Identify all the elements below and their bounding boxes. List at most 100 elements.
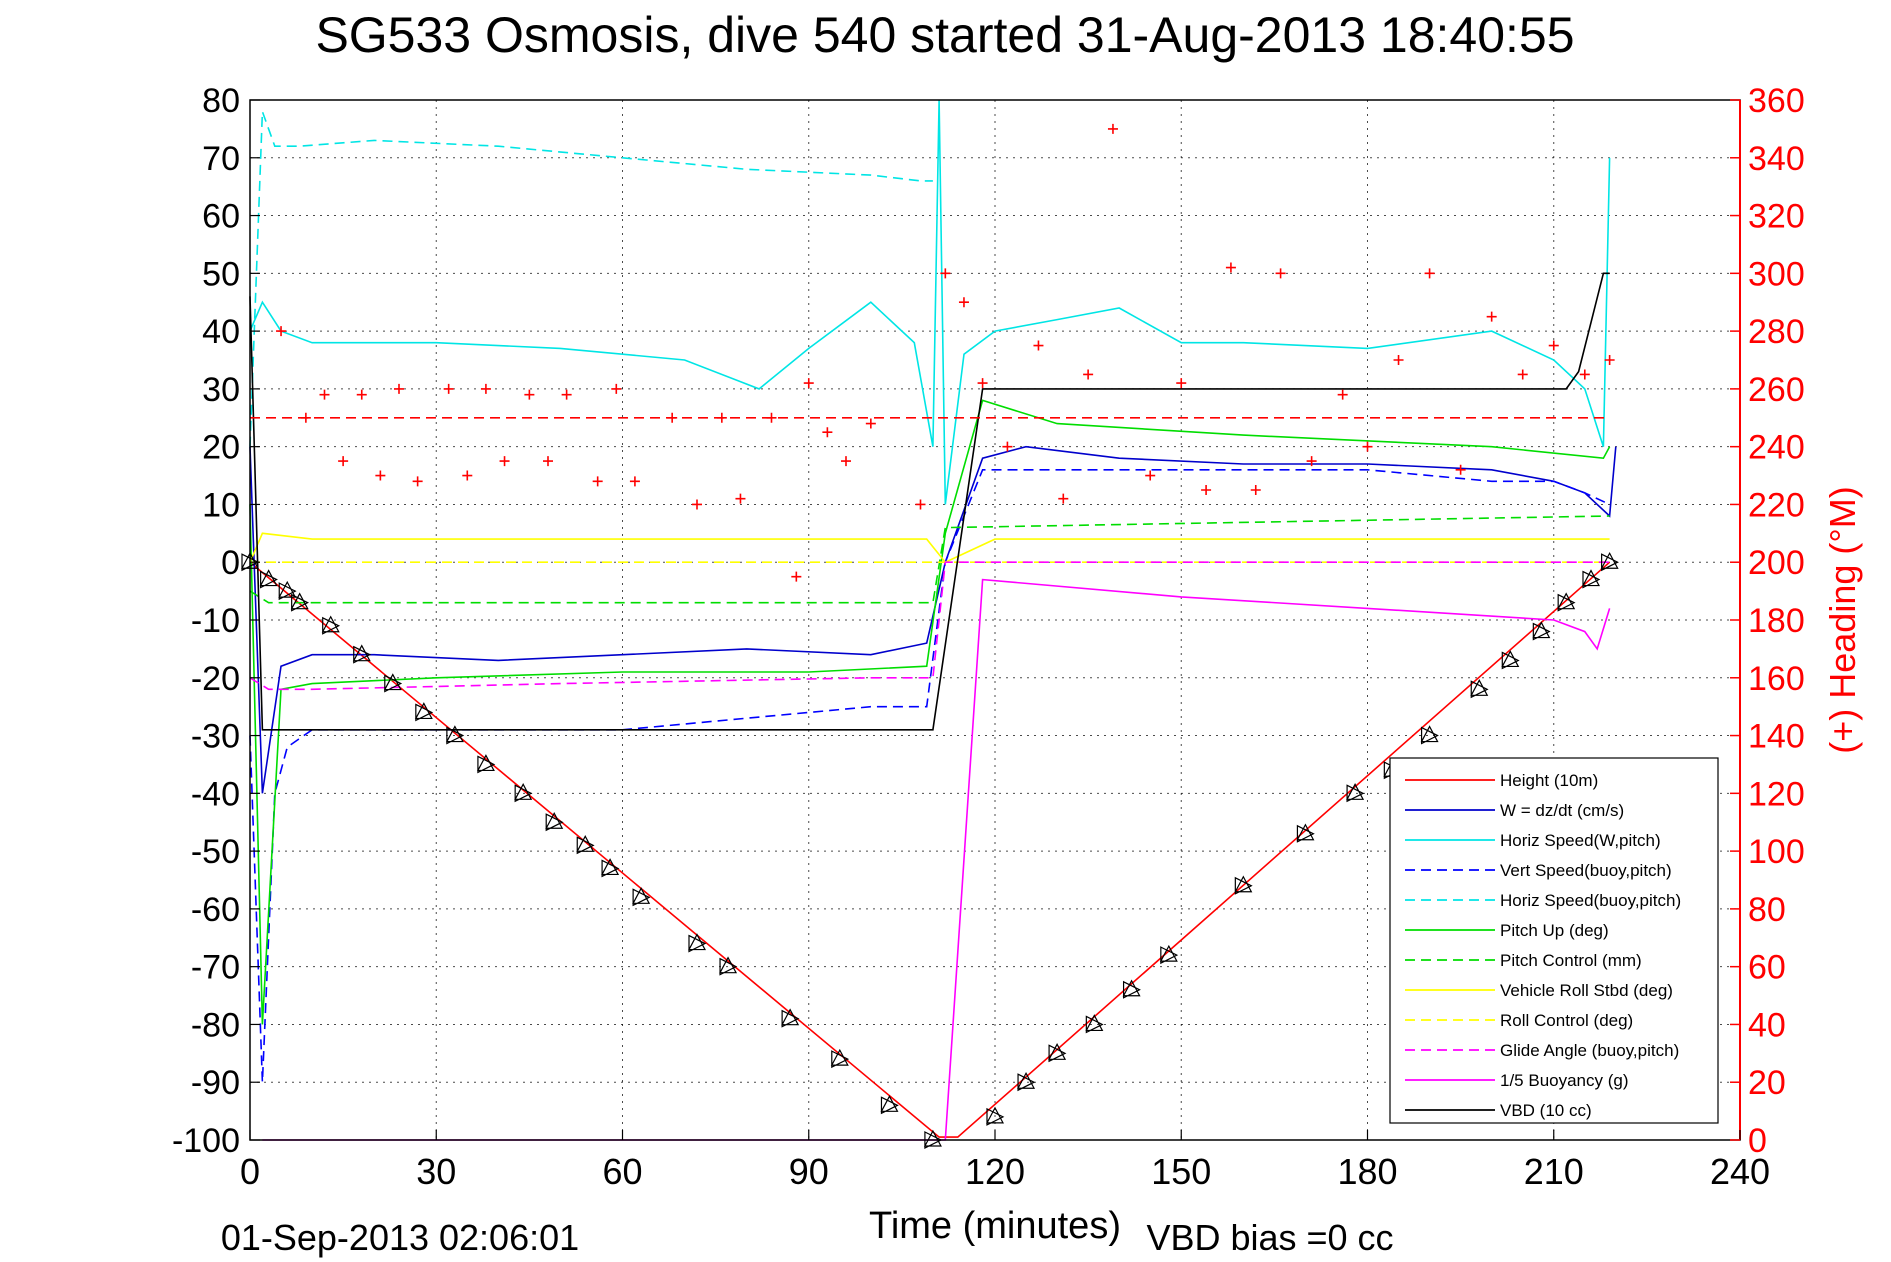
dive-marker — [986, 1106, 1005, 1126]
heading-point — [1548, 340, 1559, 351]
heading-point — [1083, 369, 1094, 380]
heading-point — [1145, 470, 1156, 481]
dive-marker — [601, 858, 620, 878]
y2-tick-label: 300 — [1748, 255, 1805, 293]
x-tick-label: 30 — [416, 1151, 456, 1192]
heading-point — [1424, 268, 1435, 279]
dive-marker — [688, 933, 707, 953]
dive-marker — [383, 673, 403, 693]
y-tick-label: -50 — [191, 833, 240, 871]
y-tick-label: 40 — [202, 313, 240, 351]
y2-tick-label: 160 — [1748, 660, 1805, 698]
markers-group — [241, 123, 1619, 1149]
dive-marker — [576, 835, 595, 855]
x-tick-label: 90 — [789, 1151, 829, 1192]
y2-tick-label: 280 — [1748, 313, 1805, 351]
heading-point — [1201, 485, 1212, 495]
legend-label: Vehicle Roll Stbd (deg) — [1500, 981, 1673, 1000]
dive-marker — [514, 783, 533, 803]
heading-point — [716, 412, 727, 423]
heading-point — [375, 470, 386, 481]
series-vert-speed-buoy-pitch — [249, 468, 1610, 1083]
legend-label: W = dz/dt (cm/s) — [1500, 801, 1624, 820]
series-vbd-10-cc — [249, 272, 1610, 731]
heading-point — [462, 470, 473, 481]
heading-point — [611, 383, 622, 394]
heading-point — [977, 378, 988, 389]
dive-marker — [1048, 1043, 1067, 1063]
dive-marker — [1159, 944, 1179, 965]
legend-label: Horiz Speed(buoy,pitch) — [1500, 891, 1681, 910]
x-tick-label: 0 — [240, 1151, 260, 1192]
dive-marker — [1122, 979, 1141, 999]
heading-point — [1107, 123, 1118, 134]
dive-marker — [1085, 1014, 1104, 1034]
y2-tick-label: 120 — [1748, 775, 1805, 813]
legend: Height (10m) W = dz/dt (cm/s) Horiz Speed(… — [1389, 757, 1719, 1124]
heading-point — [1002, 441, 1013, 452]
heading-point — [1486, 311, 1497, 322]
heading-point — [276, 326, 287, 337]
series-horiz-speed-buoy-pitch — [249, 111, 933, 447]
dive-marker — [830, 1048, 850, 1069]
y2-tick-label: 180 — [1748, 602, 1805, 640]
heading-point — [1306, 456, 1317, 467]
series-horiz-speed-w-pitch — [249, 99, 1611, 505]
y-tick-label: -100 — [172, 1122, 240, 1160]
heading-point — [1455, 464, 1466, 475]
x-tick-label: 150 — [1151, 1151, 1211, 1192]
x-tick-label: 120 — [965, 1151, 1025, 1192]
series-pitch-up-deg — [249, 399, 1611, 1025]
y-tick-label: 80 — [202, 82, 240, 120]
y-tick-label: 60 — [202, 198, 240, 236]
dive-marker — [259, 569, 278, 589]
y2-tick-label: 0 — [1748, 1122, 1767, 1160]
y2-tick-label: 140 — [1748, 718, 1805, 756]
heading-point — [940, 268, 951, 279]
dive-marker — [1501, 650, 1520, 670]
legend-label: 1/5 Buoyancy (g) — [1500, 1071, 1629, 1090]
heading-point — [1393, 355, 1404, 365]
heading-point — [692, 499, 702, 510]
y-tick-label: 50 — [202, 255, 240, 293]
heading-point — [1033, 340, 1044, 351]
dive-marker — [476, 754, 496, 774]
x-tick-label: 210 — [1524, 1151, 1584, 1192]
dive-marker — [1470, 679, 1489, 699]
heading-point — [735, 493, 746, 504]
y2-tick-label: 360 — [1748, 82, 1805, 120]
dive-marker — [1532, 621, 1551, 641]
heading-point — [319, 389, 330, 400]
series-group — [249, 99, 1617, 1141]
heading-point — [1225, 262, 1236, 273]
footer-timestamp: 01-Sep-2013 02:06:01 — [221, 1217, 579, 1258]
dive-marker — [545, 811, 564, 832]
y2-tick-label: 320 — [1748, 198, 1805, 236]
chart-title: SG533 Osmosis, dive 540 started 31-Aug-2… — [315, 7, 1574, 63]
y-tick-label: -80 — [191, 1006, 240, 1044]
heading-point — [412, 476, 423, 487]
heading-point — [791, 571, 802, 582]
dive-marker — [880, 1095, 899, 1115]
y2-tick-label: 80 — [1748, 891, 1786, 929]
dive-marker — [719, 956, 738, 976]
dive-marker — [1296, 823, 1315, 843]
axis-ticks: 0 30 60 90 120 150 180 210 24080706050403020100-… — [172, 82, 1805, 1192]
series-1-5-buoyancy-g — [262, 578, 1611, 1141]
heading-point — [1250, 485, 1261, 495]
legend-box — [1389, 757, 1719, 1124]
y-tick-label: 20 — [202, 429, 240, 467]
heading-point — [524, 389, 535, 400]
dive-marker — [278, 580, 297, 601]
dive-marker — [1600, 551, 1619, 572]
series-vehicle-roll-stbd-deg — [249, 532, 1610, 564]
heading-point — [480, 383, 491, 394]
dive-marker — [632, 887, 651, 907]
legend-label: Horiz Speed(W,pitch) — [1500, 831, 1661, 850]
dive-marker — [1420, 725, 1439, 745]
y-tick-label: -30 — [191, 718, 240, 756]
heading-point — [1337, 389, 1348, 400]
heading-point — [803, 378, 814, 389]
dive-marker — [781, 1008, 800, 1028]
